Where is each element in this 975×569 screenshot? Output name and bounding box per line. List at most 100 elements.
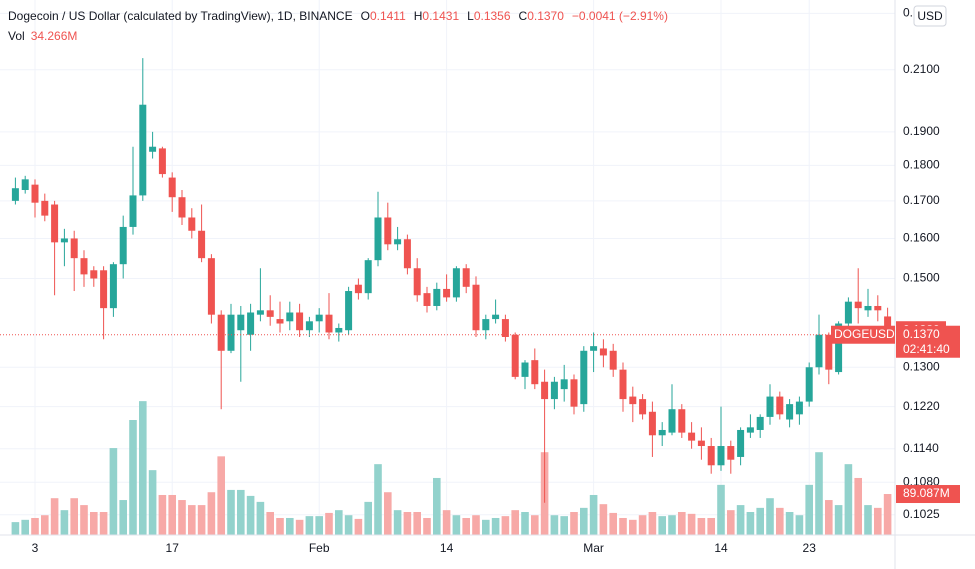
volume-bar [599,504,608,535]
candle-body [129,195,137,227]
volume-bar [11,522,20,535]
candle-body [805,367,813,402]
y-tick-label: 0.1300 [903,359,940,373]
volume-bar [227,489,235,535]
candle-body [384,217,392,245]
volume-bar [188,505,196,535]
volume-legend: Vol 34.266M [8,29,77,43]
volume-bar [344,515,353,535]
candle-body [70,238,78,259]
candle-body [452,268,460,298]
currency-button[interactable] [913,5,947,27]
candle-body [286,312,294,322]
volume-bar [129,420,137,535]
candle-body [276,319,284,324]
candle-body [707,446,715,466]
candle-body [198,230,206,259]
volume-bar [197,505,206,535]
candle-body [609,350,617,370]
candle-body [247,312,255,335]
volume-bar [178,500,186,535]
candle-body [109,264,117,309]
volume-bar [472,515,480,535]
candle-body [786,404,794,420]
x-tick-label: Feb [309,541,330,555]
legend-label: Vol [8,29,25,43]
y-tick-label: 0.1800 [903,158,940,172]
candle-body [472,284,480,331]
candle-body [658,429,666,436]
volume-bar [511,510,519,535]
volume-bar [315,516,323,535]
candle-body [776,396,784,415]
legend-label: C [519,9,528,23]
candle-body [815,334,823,368]
candle-body [668,409,676,433]
volume-bar [844,464,853,535]
volume-bar [276,517,284,535]
x-tick-label: 14 [714,541,728,555]
volume-bar [423,517,431,535]
legend-value: 34.266M [31,29,78,43]
volume-bar [550,515,559,535]
volume-bar [158,494,167,535]
legend-label: H [414,9,423,23]
candle-body [825,334,833,370]
candle-body [462,268,470,287]
y-tick-label: 0.1025 [903,507,940,521]
last-price-box [896,325,960,358]
volume-bar [413,512,421,535]
candle-body [511,334,519,377]
candle-body [844,301,852,324]
candle-body [305,321,313,331]
candle-body [541,381,549,400]
candle-body [139,104,147,196]
volume-bar [256,501,265,535]
candle-body [746,427,754,433]
volume-bar [50,498,59,535]
y-tick-label: 0.2100 [903,62,940,76]
volume-bar [687,513,696,535]
volume-bar [403,512,412,535]
volume-bar [452,515,461,535]
volume-bar [374,464,382,535]
legend-value: 0.1356 [474,9,511,23]
candle-body [119,226,127,265]
y-tick-label: 0.1700 [903,193,940,207]
currency-label[interactable]: USD [917,9,943,23]
candle-body [60,238,68,243]
candle-body [188,217,196,231]
volume-bar [766,498,774,535]
volume-bar [21,519,29,535]
volume-bar [854,477,862,535]
candle-body [874,305,882,311]
candle-body [854,301,862,309]
volume-bar [560,516,568,535]
candle-body [207,258,215,315]
volume-bar [707,517,715,535]
candle-body [570,379,578,407]
legend-change: −0.0041 (−2.91%) [572,9,668,23]
candle-body [51,204,59,243]
candle-body [217,314,225,351]
candle-body [580,350,588,405]
x-tick-label: Mar [583,541,604,555]
volume-bar [217,456,225,535]
candle-body [256,310,264,315]
volume-bar [41,515,49,535]
candle-body [354,284,362,294]
x-tick-label: 17 [166,541,180,555]
volume-bar [638,515,647,535]
candle-body [639,399,647,415]
candle-body [315,314,323,322]
volume-bar [717,484,725,535]
candle-body [178,197,186,218]
legend-label: O [361,9,370,23]
candle-body [80,258,88,275]
candle-body [325,314,333,333]
candle-body [394,239,402,245]
candle-body [697,440,705,447]
volume-bar [580,507,588,535]
volume-bar [658,516,666,535]
